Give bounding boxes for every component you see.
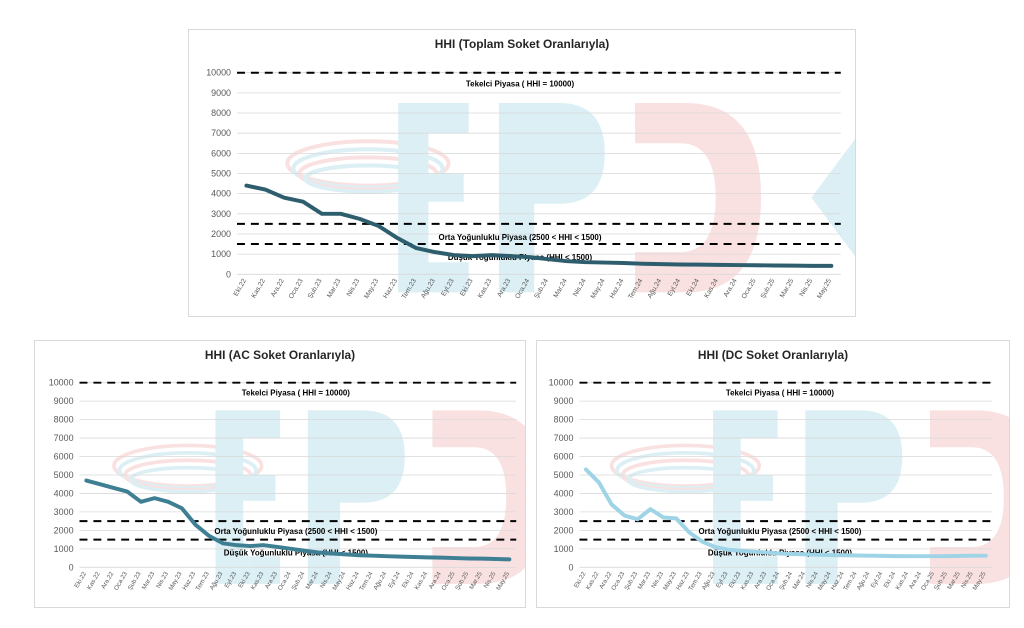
y-tick-label: 2000: [554, 525, 574, 535]
x-tick-label: Mar.23: [637, 570, 653, 591]
x-tick-label: Haz.24: [609, 278, 626, 300]
chart-title: HHI (Toplam Soket Oranlarıyla): [435, 37, 609, 51]
chart-panel-dc: HHI (DC Soket Oranlarıyla) 0 1000 2000 3000 4…: [536, 340, 1010, 608]
y-tick-label: 6000: [554, 452, 574, 462]
y-tick-label: 9000: [54, 396, 74, 406]
hhi-series-line: [583, 467, 988, 559]
x-tick-label: Mar.24: [791, 570, 807, 591]
x-tick-label: Kas.23: [477, 278, 494, 300]
threshold-label: Orta Yoğunluklu Piyasa (2500 < HHI < 150…: [439, 233, 602, 242]
y-tick-label: 0: [569, 562, 574, 572]
x-tick-label: Mar.24: [553, 278, 570, 300]
x-tick-label: Eki.22: [233, 278, 249, 298]
x-tick-label: Ara.22: [270, 278, 286, 299]
threshold-label: Orta Yoğunluklu Piyasa (2500 < HHI < 150…: [214, 527, 377, 536]
y-tick-label: 3000: [211, 209, 231, 219]
y-tick-label: 9000: [211, 88, 231, 98]
x-tick-label: Ağu.24: [856, 570, 872, 591]
x-tick-label: Şub.24: [533, 278, 550, 300]
x-tick-label: May.23: [363, 278, 380, 300]
chart-svg-dc: HHI (DC Soket Oranlarıyla) 0 1000 2000 3000 4…: [549, 348, 1009, 592]
watermark-letter-e: [398, 102, 469, 293]
x-tick-label: Oca.23: [288, 278, 305, 301]
x-tick-label: Kas.24: [413, 570, 429, 591]
x-tick-label: May.24: [590, 278, 607, 300]
y-tick-label: 1000: [211, 249, 231, 259]
x-tick-label: Oca.25: [741, 278, 758, 301]
threshold-label: Tekelci Piyasa ( HHI = 10000): [242, 389, 351, 398]
chart-svg-total: HHI (Toplam Soket Oranlarıyla) 0 1000 2000 3…: [206, 37, 855, 301]
y-tick-label: 0: [226, 269, 231, 279]
y-tick-label: 4000: [211, 189, 231, 199]
x-tick-label: Mar.23: [141, 570, 157, 591]
y-tick-label: 3000: [54, 507, 74, 517]
y-tick-label: 1000: [54, 544, 74, 554]
x-tick-label: Mar.25: [779, 278, 796, 300]
x-tick-label: Ağu.24: [372, 570, 388, 591]
y-tick-label: 4000: [554, 488, 574, 498]
y-tick-label: 6000: [211, 148, 231, 158]
y-tick-label: 5000: [554, 470, 574, 480]
watermark-swoosh-arc: [291, 147, 445, 190]
watermark-letter-p: [498, 102, 605, 293]
x-tick-label: Nis.24: [572, 278, 588, 298]
watermark-letter-d: [635, 102, 762, 293]
watermark-letter-e: [713, 410, 778, 584]
y-tick-label: 10000: [549, 378, 574, 388]
x-tick-label: Şub.23: [307, 278, 324, 300]
x-tick-label: Mar.23: [326, 278, 343, 300]
y-tick-label: 8000: [211, 108, 231, 118]
y-tick-label: 5000: [54, 470, 74, 480]
y-tick-label: 2000: [211, 229, 231, 239]
y-tick-label: 7000: [54, 433, 74, 443]
y-tick-label: 1000: [554, 544, 574, 554]
x-tick-label: Kas.24: [894, 570, 910, 591]
y-tick-label: 6000: [54, 452, 74, 462]
watermark-swoosh-arc: [112, 443, 264, 488]
x-tick-label: Haz.23: [382, 278, 399, 300]
x-tick-label: Kas.22: [250, 278, 267, 300]
y-tick-label: 8000: [554, 415, 574, 425]
threshold-label: Tekelci Piyasa ( HHI = 10000): [726, 389, 835, 398]
threshold-label: Düşük Yoğunluklu Piyasa (HHI < 1500): [224, 548, 369, 557]
chart-title: HHI (DC Soket Oranlarıyla): [698, 348, 848, 362]
y-tick-label: 10000: [206, 68, 231, 78]
y-tick-label: 9000: [554, 396, 574, 406]
y-tick-label: 2000: [54, 525, 74, 535]
y-tick-label: 3000: [554, 507, 574, 517]
watermark-letter-k: [811, 139, 855, 257]
hhi-series-line: [84, 478, 512, 562]
chart-panel-total: HHI (Toplam Soket Oranlarıyla) 0 1000 2000 3…: [188, 29, 856, 317]
y-tick-label: 4000: [54, 488, 74, 498]
threshold-label: Tekelci Piyasa ( HHI = 10000): [466, 80, 575, 89]
y-tick-label: 7000: [554, 433, 574, 443]
y-tick-label: 5000: [211, 168, 231, 178]
watermark-letter-e: [215, 410, 281, 584]
hhi-series-line: [244, 183, 834, 268]
x-tick-label: Nis.25: [799, 278, 815, 298]
y-tick-label: 7000: [211, 128, 231, 138]
x-tick-label: Eyl.24: [387, 570, 402, 589]
epdk-watermark-logo: [285, 102, 855, 293]
x-tick-label: Kas.22: [86, 570, 102, 591]
y-tick-label: 10000: [49, 378, 74, 388]
threshold-label: Orta Yoğunluklu Piyasa (2500 < HHI < 150…: [698, 527, 861, 536]
x-tick-label: May.25: [816, 278, 833, 300]
x-tick-label: Kas.22: [585, 570, 601, 591]
chart-svg-ac: HHI (AC Soket Oranlarıyla) 0 1000 2000 3000 4…: [49, 348, 525, 592]
x-tick-label: Nis.23: [346, 278, 362, 298]
y-tick-label: 8000: [54, 415, 74, 425]
y-tick-label: 0: [69, 562, 74, 572]
watermark-swoosh-arc: [609, 443, 762, 488]
chart-title: HHI (AC Soket Oranlarıyla): [205, 348, 355, 362]
chart-panel-ac: HHI (AC Soket Oranlarıyla) 0 1000 2000 3000 4…: [34, 340, 526, 608]
x-tick-label: Şub.25: [760, 278, 777, 300]
